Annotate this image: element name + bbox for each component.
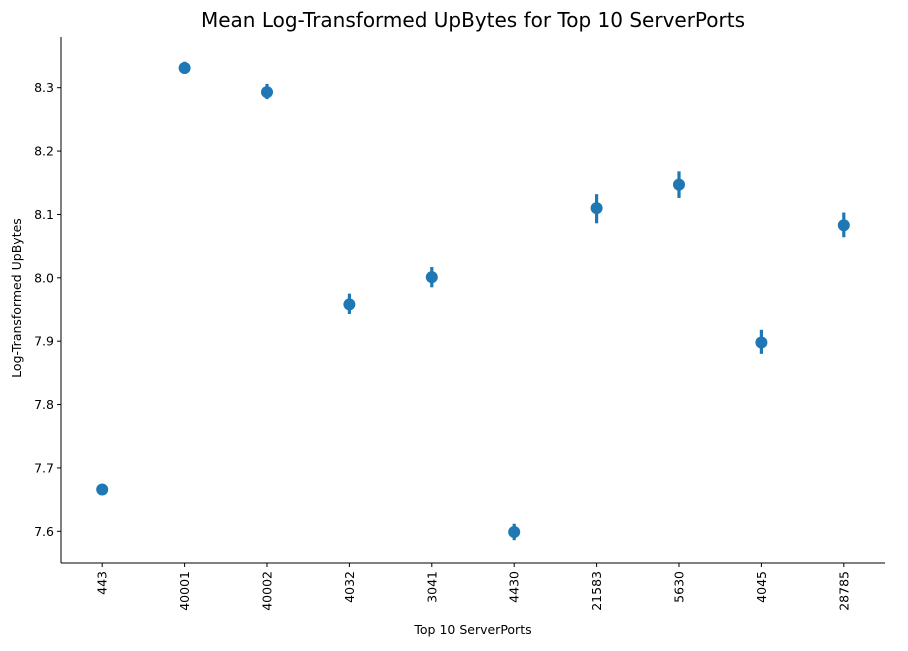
data-point bbox=[425, 271, 438, 284]
y-tick-label: 8.3 bbox=[34, 80, 54, 95]
data-point bbox=[755, 336, 768, 349]
x-tick-label: 40001 bbox=[177, 571, 192, 611]
x-axis-label: Top 10 ServerPorts bbox=[413, 622, 531, 637]
data-point bbox=[96, 483, 109, 496]
x-tick-label: 443 bbox=[95, 571, 110, 595]
data-point bbox=[508, 525, 521, 538]
x-tick-label: 4045 bbox=[754, 571, 769, 603]
data-point bbox=[590, 202, 603, 215]
chart-title: Mean Log-Transformed UpBytes for Top 10 … bbox=[201, 8, 745, 32]
x-tick-label: 4430 bbox=[507, 571, 522, 603]
y-tick-label: 7.8 bbox=[34, 397, 54, 412]
y-tick-label: 7.9 bbox=[34, 334, 54, 349]
y-tick-label: 7.7 bbox=[34, 460, 54, 475]
data-point bbox=[343, 298, 356, 311]
x-tick-label: 4032 bbox=[342, 571, 357, 603]
data-point bbox=[178, 62, 191, 75]
data-point bbox=[837, 219, 850, 232]
axes: 7.6 7.7 7.8 7.9 8.0 8.1 8.2 8.3 443 40001 40002 403… bbox=[34, 37, 885, 611]
x-tick-label: 3041 bbox=[424, 571, 439, 603]
y-tick-label: 7.6 bbox=[34, 524, 54, 539]
plot-area bbox=[96, 61, 850, 541]
y-axis-label: Log-Transformed UpBytes bbox=[9, 218, 24, 378]
x-tick-label: 28785 bbox=[836, 571, 851, 611]
data-point bbox=[673, 178, 685, 191]
x-tick-label: 40002 bbox=[260, 571, 275, 611]
y-tick-label: 8.0 bbox=[34, 270, 54, 285]
x-tick-label: 5630 bbox=[672, 571, 687, 603]
y-tick-label: 8.2 bbox=[34, 144, 54, 159]
y-tick-label: 8.1 bbox=[34, 207, 54, 222]
data-point bbox=[261, 86, 273, 99]
x-tick-label: 21583 bbox=[589, 571, 604, 611]
